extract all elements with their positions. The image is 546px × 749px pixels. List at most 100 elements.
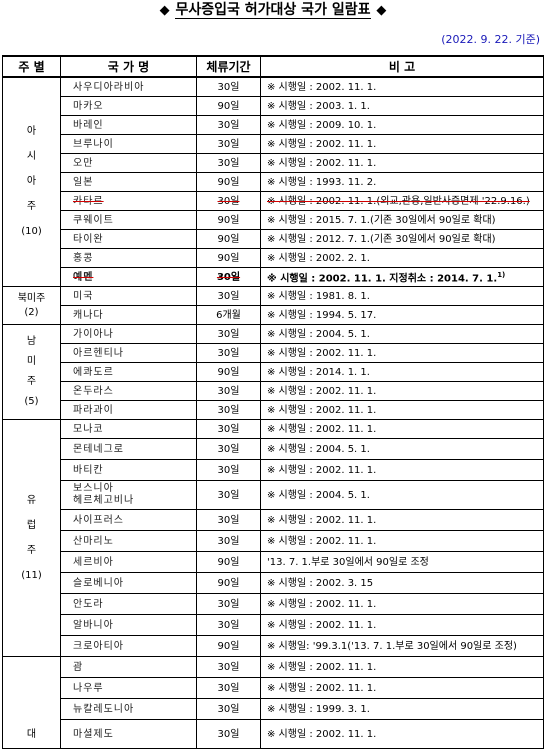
stay-period: 90일 bbox=[196, 248, 261, 268]
remark-text: ※ 시행일 : 2002. 11. 1. bbox=[267, 535, 377, 547]
region-label-part: 럽 bbox=[26, 519, 37, 531]
stay-period: 90일 bbox=[196, 572, 261, 594]
table-header-row: 주 별 국 가 명 체류기간 비 고 bbox=[2, 55, 544, 78]
remark: ※ 시행일 : 2003. 1. 1. bbox=[260, 96, 544, 116]
visa-waiver-table: 주 별 국 가 명 체류기간 비 고 아 시 아 주 (10) 사우디아라비아 30일 ※ 시… bbox=[2, 55, 544, 749]
stay-period: 30일 bbox=[196, 530, 261, 552]
country-name: 사이프러스 bbox=[60, 509, 197, 531]
remark-text: ※ 시행일 : 2002. 11. 1. bbox=[267, 157, 377, 169]
stay-period: 30일 bbox=[196, 677, 261, 699]
stay-period: 90일 bbox=[196, 362, 261, 382]
remark: ※ 시행일: '99.3.1('13. 7. 1.부로 30일에서 90일로 조… bbox=[260, 635, 544, 657]
table-row: 뉴칼레도니아 30일 ※ 시행일 : 1999. 3. 1. bbox=[3, 698, 544, 720]
table-row: 타이완 90일 ※ 시행일 : 2012. 7. 1.(기존 30일에서 90일로 … bbox=[3, 229, 544, 249]
stay-period: 30일 bbox=[196, 400, 261, 420]
diamond-icon: ◆ bbox=[159, 3, 170, 18]
table-row: 크로아티아 90일 ※ 시행일: '99.3.1('13. 7. 1.부로 30일에… bbox=[3, 635, 544, 657]
country-name: 에콰도르 bbox=[60, 362, 197, 382]
remark-text: ※ 시행일 : 2002. 11. 1. bbox=[267, 464, 377, 476]
remark-text: ※ 시행일 : 2002. 11. 1. bbox=[267, 682, 377, 694]
stay-period: 30일 bbox=[196, 267, 261, 287]
remark: ※ 시행일 : 2002. 11. 1. bbox=[260, 400, 544, 420]
country-name: 브루나이 bbox=[60, 134, 197, 154]
table-row: 남 미 주 (5) 가이아나 30일 ※ 시행일 : 2004. 5. 1. bbox=[2, 324, 544, 420]
remark: ※ 시행일 : 2002. 11. 1. bbox=[260, 719, 544, 749]
region-label-part: 주 bbox=[26, 201, 37, 212]
country-name: 홍콩 bbox=[60, 248, 197, 268]
remark-text: ※ 시행일 : 2002. 11. 1. bbox=[267, 423, 377, 435]
country-name: 알바니아 bbox=[60, 614, 197, 636]
country-name: 가이아나 bbox=[60, 324, 197, 344]
country-name: 슬로베니아 bbox=[60, 572, 197, 594]
country-name: 일본 bbox=[60, 172, 197, 192]
table-row: 아르헨티나 30일 ※ 시행일 : 2002. 11. 1. bbox=[3, 343, 544, 363]
region-label-part: 유 bbox=[26, 494, 37, 506]
stay-period: 30일 bbox=[196, 593, 261, 615]
remark: ※ 시행일 : 2002. 11. 1. bbox=[260, 76, 544, 97]
region-label-part: (2) bbox=[24, 306, 39, 318]
country-name: 아르헨티나 bbox=[60, 343, 197, 363]
remark-text: ※ 시행일 : 2002. 2. 1. bbox=[267, 252, 370, 264]
region-label-part: (10) bbox=[21, 226, 42, 237]
country-name: 나우루 bbox=[60, 677, 197, 699]
country-name: 예멘 bbox=[60, 267, 197, 287]
country-name: 파라과이 bbox=[60, 400, 197, 420]
remark: ※ 시행일 : 1999. 3. 1. bbox=[260, 698, 544, 720]
page-title: ◆ 무사증입국 허가대상 국가 일람표 ◆ bbox=[0, 2, 546, 19]
table-row: 오만 30일 ※ 시행일 : 2002. 11. 1. bbox=[3, 153, 544, 173]
remark-text: ※ 시행일 : 2002. 11. 1. bbox=[267, 619, 377, 631]
remark: ※ 시행일 : 2002. 3. 15 bbox=[260, 572, 544, 594]
table-row: 알바니아 30일 ※ 시행일 : 2002. 11. 1. bbox=[3, 614, 544, 636]
remark: ※ 시행일 : 1981. 8. 1. bbox=[260, 286, 544, 306]
remark-text: ※ 시행일 : 2004. 5. 1. bbox=[267, 489, 370, 501]
country-name: 마셜제도 bbox=[60, 719, 197, 749]
header-note: 비 고 bbox=[260, 55, 544, 78]
table-row: 바레인 30일 ※ 시행일 : 2009. 10. 1. bbox=[3, 115, 544, 135]
remark: ※ 시행일 : 1993. 11. 2. bbox=[260, 172, 544, 192]
table-row: 에콰도르 90일 ※ 시행일 : 2014. 1. 1. bbox=[3, 362, 544, 382]
remark: ※ 시행일 : 2002. 11. 1.(외교,관용,일반사증면제 '22.9.… bbox=[260, 191, 544, 211]
remark: ※ 시행일 : 2014. 1. 1. bbox=[260, 362, 544, 382]
remark: ※ 시행일 : 2004. 5. 1. bbox=[260, 480, 544, 510]
country-name: 세르비아 bbox=[60, 551, 197, 573]
remark-text: ※ 시행일 : 2004. 5. 1. bbox=[267, 328, 370, 340]
stay-period: 30일 bbox=[196, 509, 261, 531]
country-name: 온두라스 bbox=[60, 381, 197, 401]
region-label-part: 남 bbox=[26, 336, 37, 347]
table-row: 나우루 30일 ※ 시행일 : 2002. 11. 1. bbox=[3, 677, 544, 699]
table-row: 예멘 30일 ※ 시행일 : 2002. 11. 1. 지정취소 : 2014. 7… bbox=[3, 267, 544, 287]
table-row: 온두라스 30일 ※ 시행일 : 2002. 11. 1. bbox=[3, 381, 544, 401]
header-country: 국 가 명 bbox=[60, 55, 197, 78]
country-name: 보스니아 헤르체고비나 bbox=[60, 480, 197, 510]
title-text: 무사증입국 허가대상 국가 일람표 bbox=[174, 2, 372, 19]
remark-text: ※ 시행일 : 2002. 11. 1. bbox=[267, 385, 377, 397]
region-label-part: 미 bbox=[26, 356, 37, 367]
remark: ※ 시행일 : 2009. 10. 1. bbox=[260, 115, 544, 135]
footnote-mark: 1) bbox=[497, 270, 506, 279]
table-row: 대 괌 30일 ※ 시행일 : 2002. 11. 1. bbox=[2, 656, 544, 749]
country-name: 쿠웨이트 bbox=[60, 210, 197, 230]
region-label-part: 시 bbox=[26, 151, 37, 162]
region-north-america: 북미주 (2) bbox=[2, 286, 61, 325]
remark-text: ※ 시행일 : 2003. 1. 1. bbox=[267, 100, 370, 112]
table-row: 홍콩 90일 ※ 시행일 : 2002. 2. 1. bbox=[3, 248, 544, 268]
remark-text: ※ 시행일 : 2002. 11. 1.(외교,관용,일반사증면제 '22.9.… bbox=[267, 195, 530, 207]
table-row: 세르비아 90일 '13. 7. 1.부로 30일에서 90일로 조정 bbox=[3, 551, 544, 573]
table-row: 마카오 90일 ※ 시행일 : 2003. 1. 1. bbox=[3, 96, 544, 116]
remark: ※ 시행일 : 2002. 11. 1. bbox=[260, 134, 544, 154]
region-label-part: 주 bbox=[26, 544, 37, 556]
remark: ※ 시행일 : 2002. 11. 1. bbox=[260, 593, 544, 615]
remark: ※ 시행일 : 2002. 11. 1. bbox=[260, 459, 544, 481]
stay-period: 30일 bbox=[196, 286, 261, 306]
country-name: 바티칸 bbox=[60, 459, 197, 481]
region-label-part: 아 bbox=[26, 126, 37, 137]
country-name: 캐나다 bbox=[60, 305, 197, 325]
table-row: 안도라 30일 ※ 시행일 : 2002. 11. 1. bbox=[3, 593, 544, 615]
country-name: 크로아티아 bbox=[60, 635, 197, 657]
country-name: 카타르 bbox=[60, 191, 197, 211]
stay-period: 30일 bbox=[196, 153, 261, 173]
stay-period: 90일 bbox=[196, 210, 261, 230]
stay-period: 90일 bbox=[196, 96, 261, 116]
remark-text: ※ 시행일 : 2002. 11. 1. bbox=[267, 514, 377, 526]
region-label-part: (5) bbox=[24, 396, 39, 407]
